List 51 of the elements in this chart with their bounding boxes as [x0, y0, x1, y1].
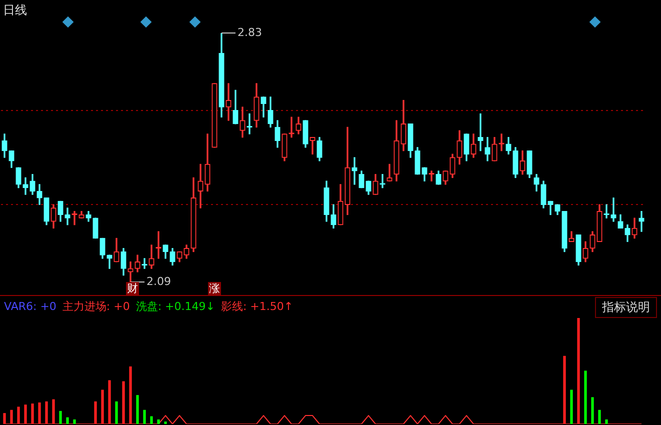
- bar: [150, 416, 153, 424]
- bar: [584, 370, 587, 424]
- text: 影线: +1.50↑: [220, 300, 294, 313]
- bar: [10, 410, 13, 424]
- annotation: 财: [126, 282, 139, 295]
- candlestick: [310, 136, 316, 154]
- bar: [570, 390, 573, 424]
- bar: [17, 406, 20, 424]
- bar: [143, 410, 146, 424]
- bar: [52, 399, 55, 424]
- bar: [101, 390, 104, 424]
- bar: [66, 417, 69, 424]
- bar: [108, 380, 111, 424]
- bar: [3, 413, 6, 424]
- bar: [73, 419, 76, 424]
- candlestick: [22, 177, 28, 195]
- bar: [136, 395, 139, 424]
- candlestick: [352, 157, 358, 185]
- bar: [115, 401, 118, 424]
- chart-title: 日线: [3, 2, 27, 19]
- bar: [591, 397, 594, 424]
- annotation: 2.83: [238, 26, 262, 39]
- bar: [94, 401, 97, 424]
- candlestick: [478, 113, 484, 152]
- bar: [563, 356, 566, 424]
- bar: [59, 410, 62, 424]
- text: VAR6: +0: [4, 300, 56, 313]
- annotation: 涨: [208, 282, 221, 295]
- bar: [122, 381, 125, 424]
- candlestick: [638, 211, 644, 232]
- bar: [605, 419, 608, 424]
- bar: [598, 410, 601, 424]
- bar: [577, 318, 580, 424]
- text: 指标说明: [595, 297, 657, 318]
- candlestick: [498, 134, 504, 152]
- text: 主力进场: +0: [62, 300, 130, 313]
- bar: [38, 402, 41, 424]
- bar: [45, 401, 48, 424]
- candlestick: [128, 261, 134, 282]
- candlestick: [386, 164, 392, 182]
- bar: [157, 419, 160, 424]
- bar: [31, 404, 34, 424]
- candlestick: [64, 208, 70, 226]
- candlestick: [226, 83, 232, 121]
- candlestick: [198, 164, 204, 208]
- annotation: 2.09: [146, 274, 171, 288]
- candlestick: [288, 116, 294, 138]
- candlestick: [610, 198, 616, 222]
- bar: [129, 366, 132, 424]
- text: 洗盘: +0.149↓: [136, 300, 215, 313]
- bar: [24, 404, 27, 424]
